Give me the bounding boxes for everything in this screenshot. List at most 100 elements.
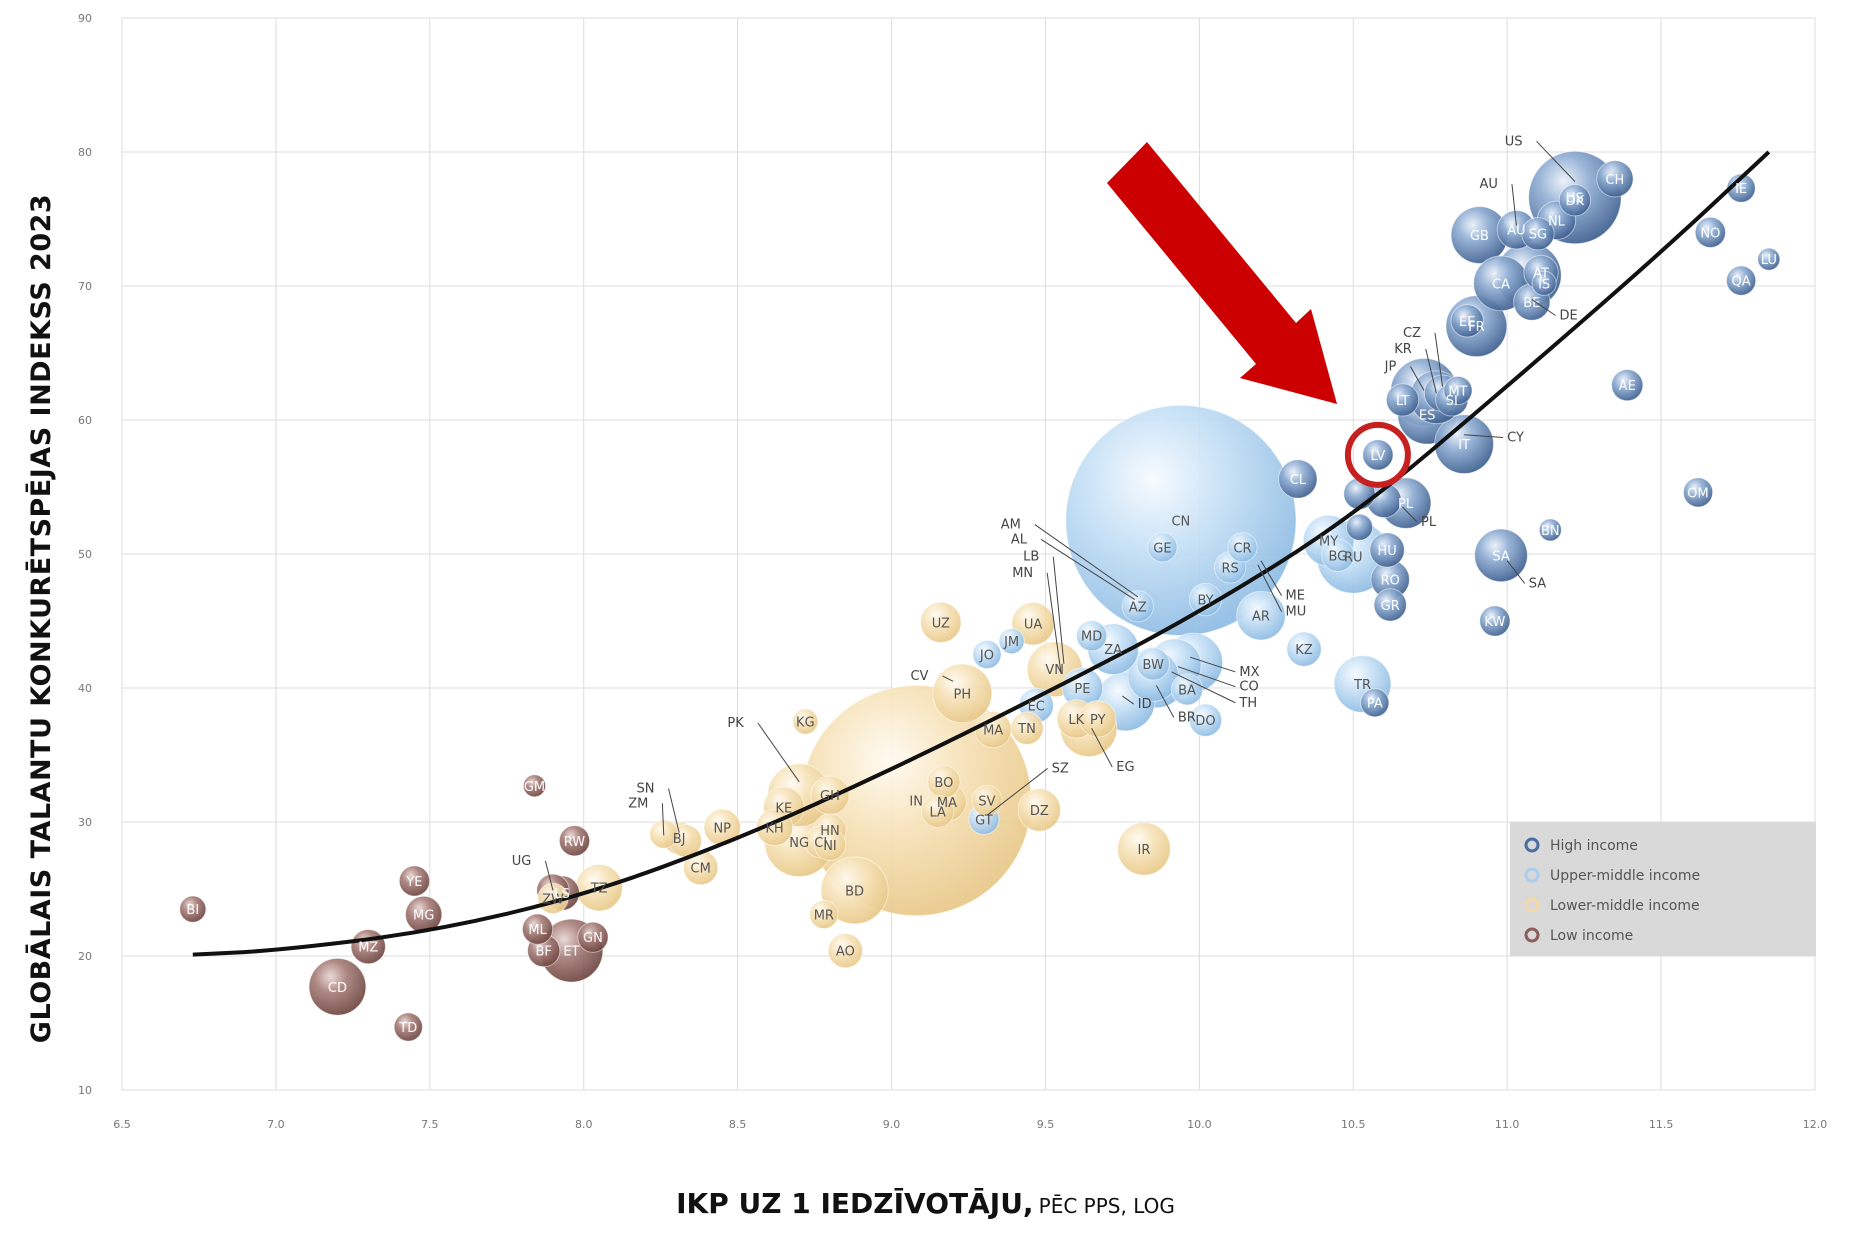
legend-label: Lower-middle income: [1550, 898, 1700, 914]
point-label-ba: BA: [1178, 683, 1196, 698]
point-label-kh: KH: [765, 821, 783, 836]
callout-line: [1189, 656, 1236, 673]
callout-label-al: AL: [1011, 532, 1028, 547]
bubble-jm: [998, 628, 1025, 655]
callout-label-zm: ZM: [628, 796, 648, 811]
point-label-pe: PE: [1074, 682, 1090, 697]
callout-label-co: CO: [1239, 680, 1258, 695]
callout-label-sz: SZ: [1052, 761, 1069, 776]
bubble-cl: [1278, 459, 1318, 499]
legend-marker: [1524, 867, 1540, 883]
callout-label-lb: LB: [1023, 550, 1039, 565]
y-tick-label: 50: [78, 548, 92, 561]
point-label-bn: BN: [1541, 524, 1560, 539]
point-label-cd: CD: [328, 981, 347, 996]
point-label-gt: GT: [975, 813, 993, 828]
callout-label-jp: JP: [1384, 359, 1397, 374]
callout-label-us: US: [1505, 134, 1523, 149]
point-label-in: IN: [909, 795, 923, 810]
bubble-bd: [820, 856, 889, 925]
point-label-et: ET: [563, 945, 579, 960]
bubble-is: [1531, 270, 1557, 296]
bubble-ao: [827, 932, 864, 969]
callout-line: [1409, 366, 1425, 391]
callout-label-kr: KR: [1394, 342, 1412, 357]
point-label-fr: FR: [1468, 320, 1485, 335]
point-label-at: AT: [1533, 267, 1549, 282]
bubble-ee: [1450, 304, 1484, 338]
callout-label-th: TH: [1238, 696, 1257, 711]
point-label-lk: LK: [1068, 713, 1084, 728]
callout-label-br: BR: [1178, 711, 1196, 726]
bubble-ae: [1611, 369, 1644, 402]
red-arrow: [1107, 142, 1337, 404]
bubble-bg: [1321, 538, 1355, 573]
callout-line: [1122, 695, 1135, 705]
point-label-nl: NL: [1548, 214, 1566, 229]
callout-line: [1046, 572, 1062, 672]
y-axis-title-wrap: GLOBĀLAIS TALANTU KONKURĒTSPĒJAS INDEKSS…: [22, 0, 62, 1236]
bubble-dk: [1558, 184, 1592, 217]
callout-line: [1091, 727, 1113, 768]
point-label-cr: CR: [1233, 541, 1251, 556]
x-tick-label: 11.5: [1649, 1118, 1674, 1131]
bubble-cr: [1227, 532, 1258, 563]
point-label-zw: ZW: [542, 892, 564, 907]
callout-label-id: ID: [1138, 697, 1152, 712]
point-label-py: PY: [1090, 713, 1106, 728]
bubble-td: [393, 1012, 423, 1042]
x-axis-title: IKP UZ 1 IEDZĪVOTĀJU, PĒC PPS, LOG: [0, 1187, 1851, 1220]
point-label-us: US: [1566, 192, 1584, 207]
bubble-tn: [1010, 711, 1044, 745]
point-label-tr: TR: [1353, 678, 1371, 693]
bubble-ch: [1596, 160, 1634, 198]
callout-label-am: AM: [1001, 518, 1021, 533]
x-axis-title-main: IKP UZ 1 IEDZĪVOTĀJU,: [676, 1187, 1034, 1220]
callout-line: [1434, 332, 1444, 387]
point-label-gh: GH: [820, 789, 840, 804]
callout-line: [668, 788, 680, 833]
point-label-mt: MT: [1448, 385, 1467, 400]
bubble-qa: [1725, 265, 1757, 296]
point-label-mr: MR: [814, 908, 834, 923]
callout-line: [1034, 524, 1139, 598]
bubble-ge: [1147, 532, 1178, 563]
point-label-vn: VN: [1045, 663, 1064, 678]
point-label-bf: BF: [536, 945, 552, 960]
bubble-cd: [308, 957, 367, 1016]
point-label-ls: LS: [554, 887, 570, 902]
point-label-mz: MZ: [358, 941, 378, 956]
callout-line: [1402, 506, 1418, 523]
bubble-kg: [792, 708, 819, 735]
point-label-ca: CA: [1492, 277, 1510, 292]
bubble-ni: [813, 828, 847, 861]
point-label-do: DO: [1195, 714, 1215, 729]
point-label-jo: JO: [979, 649, 994, 664]
bubble-do: [1188, 703, 1223, 737]
callout-line: [1464, 434, 1504, 438]
legend-label: High income: [1550, 838, 1638, 854]
point-label-ke: KE: [775, 801, 792, 816]
point-label-rw: RW: [564, 835, 586, 850]
point-label-bo: BO: [934, 776, 953, 791]
point-label-hn: HN: [820, 824, 840, 839]
callout-label-mn: MN: [1012, 566, 1033, 581]
point-label-cn: CN: [1171, 515, 1190, 530]
point-label-au: AU: [1507, 224, 1525, 239]
callout-label-pl: PL: [1421, 515, 1437, 530]
bubble-lv: [1362, 439, 1394, 471]
point-label-ch: CH: [1605, 173, 1624, 188]
point-label-ua: UA: [1024, 618, 1043, 633]
y-tick-label: 80: [78, 146, 92, 159]
point-label-bg: BG: [1328, 549, 1347, 564]
y-tick-label: 20: [78, 950, 92, 963]
legend-marker: [1524, 927, 1540, 943]
bubble-sg: [1521, 217, 1555, 251]
bubble-py: [1079, 700, 1117, 738]
point-label-ir: IR: [1138, 843, 1151, 858]
bubble-jo: [972, 639, 1002, 670]
callout-line: [1257, 564, 1282, 612]
bubble-ir: [1117, 821, 1171, 876]
point-label-my: MY: [1319, 535, 1338, 550]
